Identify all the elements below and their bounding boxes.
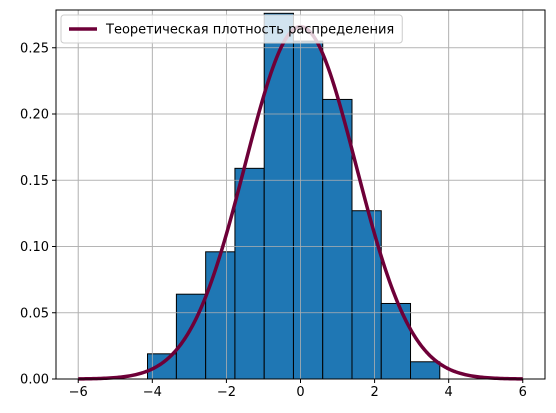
histogram-bar (292, 40, 324, 380)
y-tick-label: 0.00 (20, 373, 49, 388)
legend-label: Теоретическая плотность распределения (105, 23, 394, 38)
legend-box (60, 14, 403, 44)
y-axis: 0.00 0.05 0.10 0.15 0.20 0.25 (20, 41, 56, 388)
x-tick-label: 6 (519, 385, 527, 400)
histogram-bars (56, 10, 545, 380)
histogram-bar (234, 167, 265, 380)
y-tick-label: 0.05 (20, 306, 49, 321)
histogram-bar (322, 98, 353, 380)
histogram-bar (380, 302, 412, 380)
x-tick-label: 4 (445, 385, 453, 400)
histogram-bar (263, 12, 294, 380)
x-tick-label: −6 (69, 385, 88, 400)
y-tick-label: 0.10 (20, 240, 49, 255)
y-tick-label: 0.25 (20, 41, 49, 56)
y-tick-label: 0.20 (20, 108, 49, 123)
histogram-bar (410, 361, 441, 380)
legend: Теоретическая плотность распределения (60, 14, 403, 44)
x-tick-label: 2 (370, 385, 378, 400)
histogram-bar (205, 251, 236, 380)
y-tick-label: 0.15 (20, 174, 49, 189)
x-tick-label: −2 (217, 385, 236, 400)
x-tick-label: 0 (296, 385, 304, 400)
histogram-bar (147, 353, 177, 380)
x-tick-label: −4 (143, 385, 162, 400)
x-axis: −6 −4 −2 0 2 4 6 (69, 379, 527, 400)
